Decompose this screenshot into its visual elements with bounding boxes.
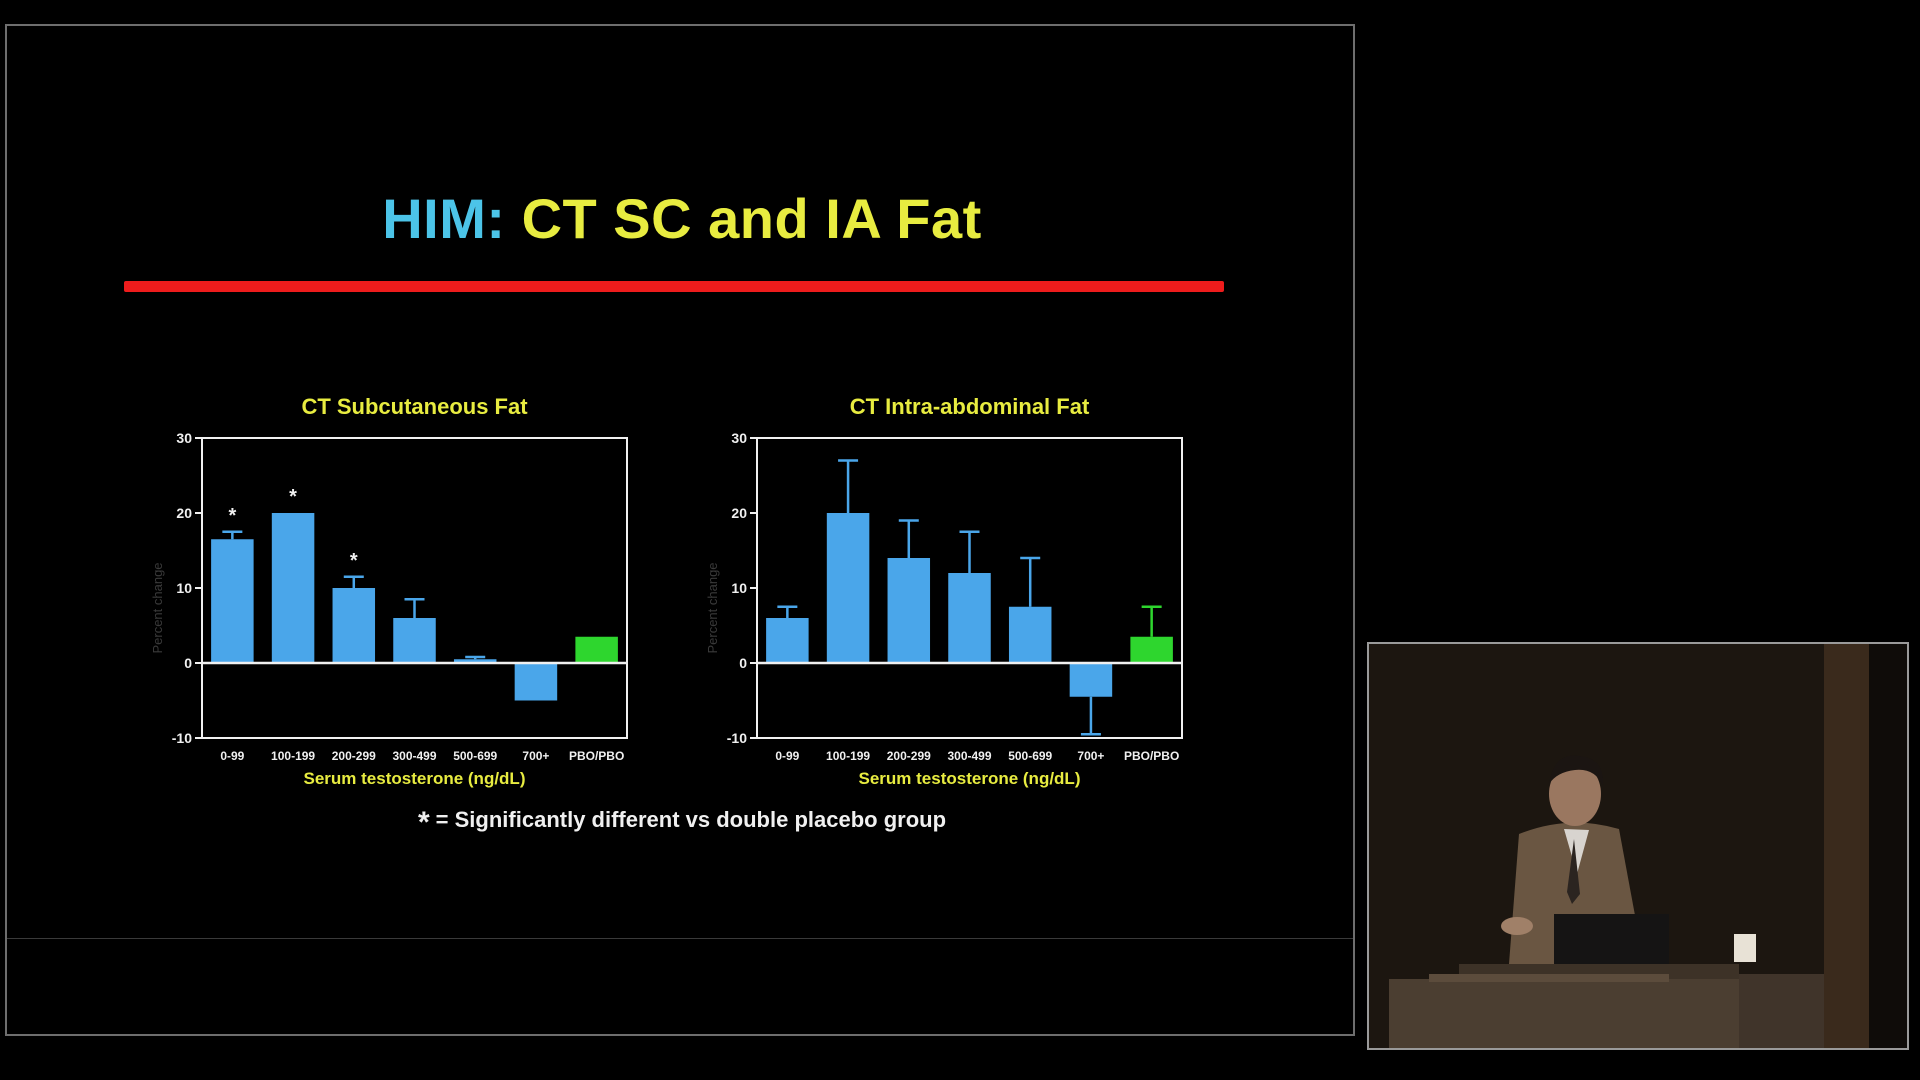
bar-500-699: [1008, 606, 1052, 663]
chart-title: CT Subcutaneous Fat: [301, 394, 528, 419]
x-tick-label: 0-99: [775, 749, 799, 763]
x-tick-label: 0-99: [220, 749, 244, 763]
bar-PBO/PBO: [575, 636, 618, 663]
x-tick-label: 500-699: [453, 749, 497, 763]
chart-subcutaneous-fat: CT Subcutaneous Fat 30 20 10 0 -10 Percent cha…: [150, 394, 628, 788]
x-tick-label: 300-499: [392, 749, 436, 763]
bar-100-199: [271, 513, 315, 663]
x-axis-label: Serum testosterone (ng/dL): [304, 769, 526, 788]
y-tick-label: 10: [731, 580, 747, 596]
slide: HIM: CT SC and IA Fat CT Subcutaneous Fa…: [5, 24, 1355, 1036]
plot-frame: [201, 437, 628, 739]
y-tick-label: 0: [739, 655, 747, 671]
bar-700+: [1069, 663, 1113, 697]
footnote: * = Significantly different vs double pla…: [7, 806, 1353, 840]
y-tick-label: 20: [176, 505, 192, 521]
bar-PBO/PBO: [1130, 636, 1173, 663]
x-tick-label: 200-299: [887, 749, 931, 763]
x-tick-label: PBO/PBO: [1124, 749, 1179, 763]
x-tick-label: 100-199: [826, 749, 870, 763]
y-tick-label: 0: [184, 655, 192, 671]
slide-title-prefix: HIM:: [382, 187, 506, 250]
significance-star: *: [289, 486, 297, 508]
bar-200-299: [332, 588, 376, 663]
bar-0-99: [766, 618, 809, 663]
significance-star: *: [350, 550, 358, 572]
bar-300-499: [393, 618, 436, 663]
chart-intra-abdominal-fat: CT Intra-abdominal Fat 30 20 10 0 -10 Percent …: [705, 394, 1183, 788]
x-tick-label: 700+: [1077, 749, 1104, 763]
significance-star: *: [228, 505, 236, 527]
bar-300-499: [948, 573, 991, 663]
slide-title: HIM: CT SC and IA Fat: [7, 186, 1353, 251]
x-axis-label: Serum testosterone (ng/dL): [859, 769, 1081, 788]
x-tick-label: 200-299: [332, 749, 376, 763]
y-axis-label: Percent change: [705, 562, 720, 653]
chart-title: CT Intra-abdominal Fat: [850, 394, 1090, 419]
y-tick-label: -10: [172, 730, 192, 746]
slide-title-main: CT SC and IA Fat: [521, 187, 982, 250]
bar-700+: [514, 663, 558, 701]
speaker-video: [1367, 642, 1909, 1050]
bar-200-299: [887, 558, 931, 663]
y-axis-label: Percent change: [150, 562, 165, 653]
y-tick-label: 30: [176, 430, 192, 446]
footnote-text: = Significantly different vs double plac…: [435, 807, 947, 832]
slide-divider: [7, 938, 1353, 939]
y-tick-label: 30: [731, 430, 747, 446]
bar-0-99: [211, 539, 254, 663]
x-tick-label: 700+: [522, 749, 549, 763]
title-underline: [124, 281, 1224, 292]
y-tick-label: 20: [731, 505, 747, 521]
bar-500-699: [453, 659, 497, 663]
x-tick-label: 300-499: [947, 749, 991, 763]
speaker-video-image: [1369, 644, 1907, 1048]
x-tick-label: PBO/PBO: [569, 749, 624, 763]
y-tick-label: -10: [727, 730, 747, 746]
footnote-star: *: [417, 806, 430, 839]
x-tick-label: 100-199: [271, 749, 315, 763]
y-tick-label: 10: [176, 580, 192, 596]
x-tick-label: 500-699: [1008, 749, 1052, 763]
bar-100-199: [826, 513, 870, 663]
